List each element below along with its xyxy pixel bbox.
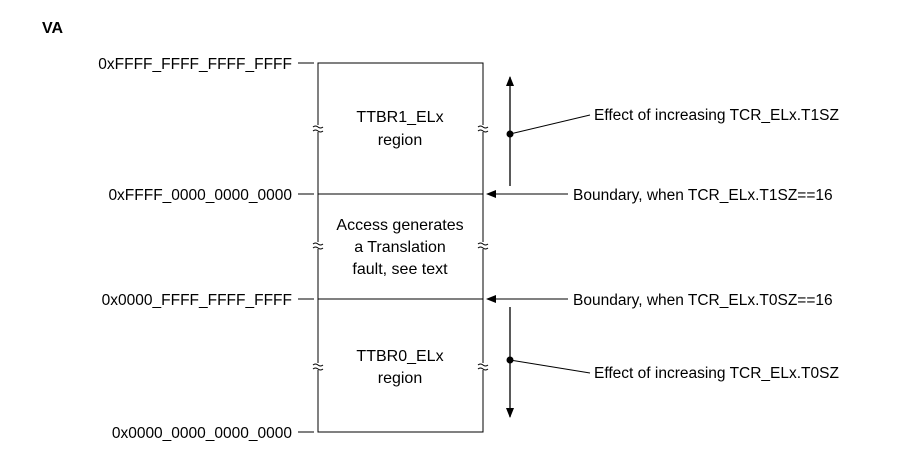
- break-mark-left-upper: [312, 125, 324, 133]
- ttbr1-region-name: TTBR1_ELx: [356, 109, 443, 126]
- ttbr0-region: TTBR0_ELx region: [356, 348, 443, 387]
- break-mark-left-lower: [312, 363, 324, 371]
- va-title: VA: [42, 20, 63, 37]
- address-ttbr1-base: 0xFFFF_0000_0000_0000: [108, 187, 292, 204]
- break-mark-right-middle: [477, 242, 489, 250]
- ttbr1-region-label: region: [378, 132, 422, 149]
- break-mark-left-middle: [312, 242, 324, 250]
- ttbr0-region-name: TTBR0_ELx: [356, 348, 443, 365]
- fault-region-line-3: fault, see text: [352, 261, 448, 278]
- t1sz-effect-label: Effect of increasing TCR_ELx.T1SZ: [594, 107, 839, 124]
- t1sz-boundary-label: Boundary, when TCR_ELx.T1SZ==16: [573, 187, 833, 204]
- ttbr1-region: TTBR1_ELx region: [356, 109, 443, 149]
- address-top: 0xFFFF_FFFF_FFFF_FFFF: [98, 56, 292, 73]
- address-ticks: [298, 62, 314, 433]
- break-mark-right-lower: [477, 363, 489, 371]
- fault-region-line-1: Access generates: [336, 217, 463, 234]
- ttbr0-region-label: region: [378, 370, 422, 387]
- fault-region-line-2: a Translation: [354, 239, 446, 256]
- fault-region: Access generates a Translation fault, se…: [336, 217, 463, 278]
- address-ttbr0-top: 0x0000_FFFF_FFFF_FFFF: [102, 292, 292, 309]
- t0sz-effect-leader: [509, 359, 591, 374]
- t1sz-effect-leader: [509, 114, 591, 135]
- address-bottom: 0x0000_0000_0000_0000: [112, 425, 293, 442]
- break-marks: [312, 125, 489, 371]
- break-mark-right-upper: [477, 125, 489, 133]
- t0sz-boundary-label: Boundary, when TCR_ELx.T0SZ==16: [573, 292, 833, 309]
- t0sz-effect-label: Effect of increasing TCR_ELx.T0SZ: [594, 365, 839, 382]
